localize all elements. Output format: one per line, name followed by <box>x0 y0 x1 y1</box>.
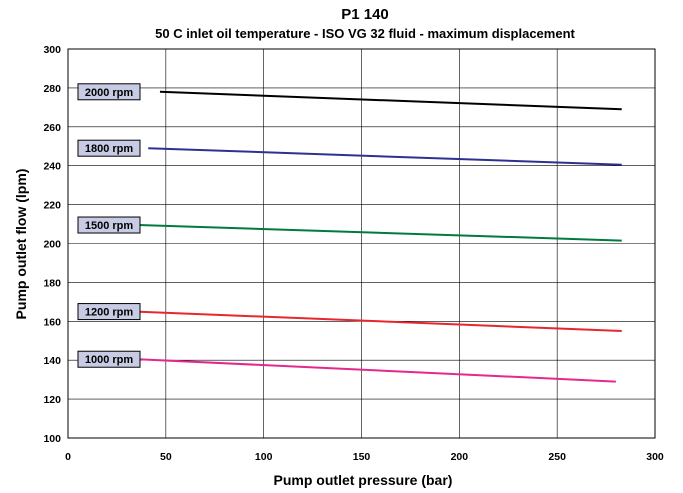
x-tick-label: 250 <box>548 451 566 463</box>
series-label: 1800 rpm <box>77 139 141 157</box>
series-line <box>159 90 622 111</box>
grid <box>68 49 655 438</box>
y-tick-label: 260 <box>43 122 61 134</box>
y-tick-label: 160 <box>43 316 61 328</box>
x-tick-label: 100 <box>255 451 273 463</box>
x-tick-label: 50 <box>160 451 172 463</box>
x-tick-labels: 0 50 100 150 200 250 300 <box>65 451 664 463</box>
chart-title: P1 140 <box>341 6 389 23</box>
series-label: 1000 rpm <box>77 350 141 368</box>
series-label-box <box>77 303 141 321</box>
series-line <box>138 224 622 242</box>
y-tick-label: 120 <box>43 394 61 406</box>
y-tick-labels: 100 120 140 160 180 200 220 240 260 280 300 <box>43 44 61 445</box>
series-label-box <box>77 83 141 101</box>
series-label-text: 1200 rpm <box>85 307 134 319</box>
series-label: 2000 rpm <box>77 83 141 101</box>
series-line <box>138 358 616 383</box>
y-tick-label: 280 <box>43 83 61 95</box>
y-tick-label: 300 <box>43 44 61 56</box>
series-labels: 2000 rpm 1800 rpm 1500 rpm 1200 rpm 1000 rpm <box>77 83 141 368</box>
series-label-box <box>77 350 141 368</box>
series-label: 1200 rpm <box>77 303 141 321</box>
x-tick-label: 0 <box>65 451 71 463</box>
series-label-text: 1000 rpm <box>85 354 134 366</box>
chart-subtitle: 50 C inlet oil temperature - ISO VG 32 f… <box>155 26 575 41</box>
series-line <box>148 147 622 166</box>
series-label-text: 1800 rpm <box>85 143 134 155</box>
series-label: 1500 rpm <box>77 216 141 234</box>
x-tick-label: 150 <box>353 451 371 463</box>
y-tick-label: 180 <box>43 277 61 289</box>
y-tick-label: 200 <box>43 239 61 251</box>
y-tick-label: 240 <box>43 161 61 173</box>
y-tick-label: 220 <box>43 200 61 212</box>
x-tick-label: 200 <box>451 451 469 463</box>
series-label-text: 1500 rpm <box>85 220 134 232</box>
y-axis-label: Pump outlet flow (lpm) <box>13 169 29 320</box>
series-label-text: 2000 rpm <box>85 87 134 99</box>
series-label-box <box>77 216 141 234</box>
series-label-box <box>77 139 141 157</box>
y-tick-label: 100 <box>43 433 61 445</box>
series-line <box>136 310 622 333</box>
y-tick-label: 140 <box>43 355 61 367</box>
x-axis-label: Pump outlet pressure (bar) <box>274 472 453 488</box>
series-group <box>136 90 622 383</box>
x-tick-label: 300 <box>646 451 664 463</box>
